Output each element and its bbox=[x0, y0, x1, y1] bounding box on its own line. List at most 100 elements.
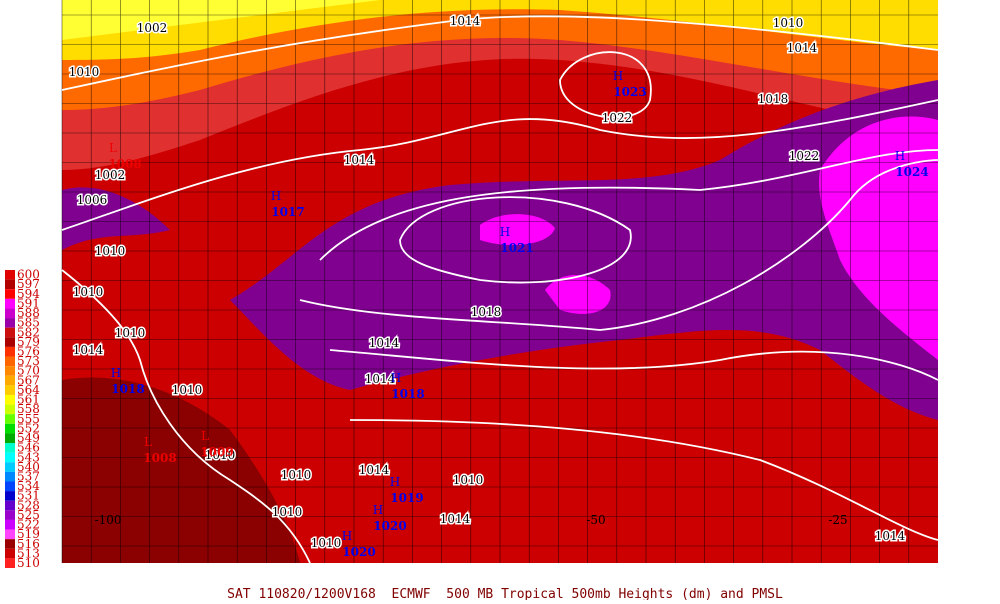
isobar-label: 1010 bbox=[205, 448, 236, 462]
legend-label: 594 bbox=[17, 287, 40, 301]
isobar-label: 1002 bbox=[95, 168, 126, 182]
legend-label: 576 bbox=[17, 345, 40, 359]
pressure-center-symbol: H bbox=[342, 529, 352, 543]
legend-swatch bbox=[5, 308, 15, 319]
isobar-label: 1022 bbox=[602, 111, 633, 125]
legend-swatch bbox=[5, 346, 15, 357]
isobar bbox=[61, 269, 311, 564]
pressure-center-value: 1020 bbox=[342, 545, 375, 559]
legend-swatch bbox=[5, 394, 15, 405]
legend-swatch bbox=[5, 289, 15, 299]
legend-swatch bbox=[5, 462, 15, 472]
isobar bbox=[349, 419, 939, 541]
pressure-center-value: 1018 bbox=[111, 382, 144, 396]
pressure-center-symbol: H bbox=[111, 366, 121, 380]
pressure-center-symbol: L bbox=[144, 435, 152, 449]
pressure-center-symbol: H bbox=[391, 371, 401, 385]
legend-label: 561 bbox=[17, 393, 40, 407]
pressure-center-value: 1020 bbox=[373, 519, 406, 533]
pressure-center-value: 1017 bbox=[271, 205, 304, 219]
pressure-center-value: 1021 bbox=[500, 241, 533, 255]
legend-swatch bbox=[5, 471, 15, 482]
longitude-label: -100 bbox=[95, 513, 122, 527]
legend-label: 513 bbox=[17, 546, 40, 560]
lat-lon-grid bbox=[61, 0, 938, 563]
legend-swatch bbox=[5, 337, 15, 347]
legend-label: 525 bbox=[17, 508, 40, 522]
pressure-center-symbol: L bbox=[201, 429, 209, 443]
legend-label: 564 bbox=[17, 383, 40, 397]
isobar-label: 1010 bbox=[281, 468, 312, 482]
longitude-label: -50 bbox=[586, 513, 605, 527]
legend-label: 510 bbox=[17, 556, 40, 570]
legend-label: 534 bbox=[17, 479, 40, 493]
isobar-label: 1014 bbox=[365, 372, 396, 386]
legend-swatch bbox=[5, 270, 15, 280]
field-magenta-center bbox=[480, 214, 555, 246]
pressure-center-value: 1024 bbox=[895, 165, 928, 179]
isobar-label: 1022 bbox=[789, 149, 820, 163]
legend-label: 582 bbox=[17, 325, 40, 339]
legend-label: 546 bbox=[17, 441, 40, 455]
isobar-label: 1010 bbox=[95, 244, 126, 258]
isobar-label: 1014 bbox=[344, 153, 375, 167]
pressure-center-symbol: H bbox=[373, 503, 383, 517]
legend-label: 567 bbox=[17, 373, 40, 387]
legend-swatch bbox=[5, 366, 15, 376]
pressure-center-value: 1009 bbox=[200, 445, 233, 459]
legend-label: 591 bbox=[17, 296, 40, 310]
legend-swatch bbox=[5, 375, 15, 386]
pressure-center-symbol: H bbox=[271, 189, 281, 203]
legend-label: 516 bbox=[17, 537, 40, 551]
isobar bbox=[399, 196, 632, 284]
isobar-label: 1010 bbox=[73, 285, 104, 299]
isobar-label: 1006 bbox=[77, 193, 108, 207]
isobar bbox=[329, 349, 939, 381]
legend-swatch bbox=[5, 423, 15, 434]
legend-label: 585 bbox=[17, 316, 40, 330]
pressure-center-symbol: H bbox=[390, 475, 400, 489]
legend-swatch bbox=[5, 481, 15, 492]
legend-label: 558 bbox=[17, 402, 40, 416]
isobar-label: 1010 bbox=[115, 326, 146, 340]
legend-label: 540 bbox=[17, 460, 40, 474]
isobar-label: 1014 bbox=[369, 336, 400, 350]
legend-label: 597 bbox=[17, 277, 40, 291]
longitude-label: -25 bbox=[828, 513, 847, 527]
isobar-label: 1010 bbox=[311, 536, 342, 550]
isobars bbox=[61, 15, 939, 564]
caption: SAT 110820/1200V168 ECMWF 500 MB Tropica… bbox=[227, 587, 783, 600]
legend-swatch bbox=[5, 519, 15, 530]
field-purple-west bbox=[62, 187, 170, 250]
legend-label: 537 bbox=[17, 469, 40, 483]
legend-label: 570 bbox=[17, 364, 40, 378]
isobar bbox=[61, 99, 939, 231]
legend-label: 579 bbox=[17, 335, 40, 349]
pressure-center-symbol: L bbox=[109, 141, 117, 155]
isobar bbox=[299, 159, 939, 331]
legend-label: 549 bbox=[17, 431, 40, 445]
legend-swatch bbox=[5, 500, 15, 511]
field-purple bbox=[230, 80, 938, 420]
pressure-center-symbol: H bbox=[500, 225, 510, 239]
legend-swatch bbox=[5, 298, 15, 309]
legend-label: 528 bbox=[17, 498, 40, 512]
isobar-label: 1010 bbox=[69, 65, 100, 79]
legend-label: 588 bbox=[17, 306, 40, 320]
isobar-label: 1010 bbox=[172, 383, 203, 397]
isobar-label: 1018 bbox=[758, 92, 789, 106]
legend: 6005975945915885855825795765735705675645… bbox=[5, 268, 40, 570]
field-yellow-light bbox=[62, 0, 380, 40]
pressure-center-value: 1023 bbox=[613, 85, 646, 99]
legend-swatch bbox=[5, 356, 15, 367]
isobar-label: 1014 bbox=[440, 512, 471, 526]
isobar-label: 1010 bbox=[773, 16, 804, 30]
legend-swatch bbox=[5, 414, 15, 424]
legend-swatch bbox=[5, 539, 15, 549]
legend-swatch bbox=[5, 558, 15, 568]
legend-swatch bbox=[5, 510, 15, 520]
pressure-center-symbol: H bbox=[895, 149, 905, 163]
legend-label: 531 bbox=[17, 489, 40, 503]
legend-label: 573 bbox=[17, 354, 40, 368]
legend-label: 522 bbox=[17, 518, 40, 532]
